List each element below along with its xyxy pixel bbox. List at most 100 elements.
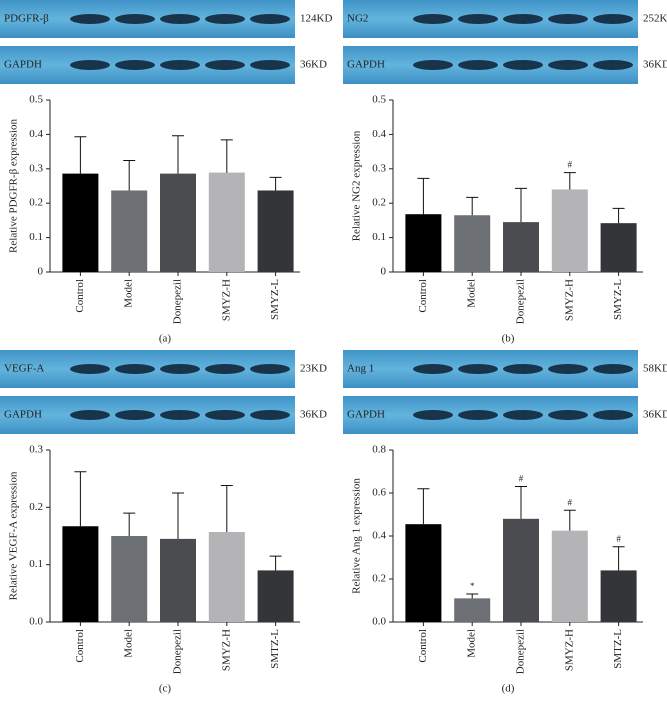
x-tick-label: Donepezil — [172, 279, 184, 324]
error-bar — [220, 485, 233, 532]
y-tick-label: 0.8 — [372, 444, 386, 456]
blot-band — [205, 60, 245, 70]
error-bar — [417, 177, 430, 215]
x-tick-label: Donepezil — [515, 279, 527, 324]
y-tick-label: 0.5 — [372, 94, 386, 106]
y-tick-label: 0 — [381, 266, 387, 278]
x-tick-label: SMYZ-H — [220, 279, 232, 321]
blot-label: Ang 1 — [347, 363, 374, 375]
bar — [160, 538, 196, 622]
blot-size: 58KD — [643, 363, 667, 375]
error-bar — [612, 207, 625, 224]
y-tick-label: 0.4 — [372, 530, 386, 542]
y-tick-label: 0 — [38, 266, 44, 278]
blot-label: GAPDH — [4, 59, 42, 71]
bar — [454, 598, 491, 622]
significance-mark: # — [568, 497, 573, 507]
bar — [600, 223, 637, 272]
y-tick-label: 0.2 — [29, 501, 43, 513]
bar — [551, 189, 588, 272]
x-tick-label: Model — [466, 279, 478, 308]
error-bar — [74, 136, 87, 174]
error-bar — [466, 593, 479, 599]
y-tick-label: 0.0 — [372, 616, 386, 628]
blot-band — [160, 364, 200, 374]
x-tick-label: SMTZ-L — [269, 629, 281, 669]
bar — [111, 190, 148, 272]
blot-band — [548, 410, 588, 420]
error-bar — [123, 512, 136, 536]
blot-band — [115, 14, 155, 24]
blot-band — [548, 14, 588, 24]
x-tick-label: Control — [417, 629, 429, 663]
blot-band — [503, 410, 543, 420]
x-tick-label: SMYZ-H — [563, 279, 575, 321]
bar — [405, 524, 442, 622]
panel-caption: (b) — [502, 333, 515, 345]
x-tick-label: SMYZ-H — [563, 629, 575, 671]
y-tick-label: 0.2 — [372, 197, 386, 209]
blot-band — [70, 364, 110, 374]
y-axis-label: Relative Ang 1 expression — [351, 478, 363, 594]
error-bar — [123, 160, 136, 191]
y-tick-label: 0.1 — [372, 231, 386, 243]
blot-band — [250, 410, 290, 420]
error-bar — [515, 187, 527, 223]
x-tick-label: SMTZ-L — [612, 629, 624, 669]
blot-band — [458, 364, 498, 374]
significance-mark: # — [519, 474, 524, 484]
blot-band — [413, 410, 453, 420]
blot-size: 252KD — [643, 13, 667, 25]
blot-size: 36KD — [643, 59, 667, 71]
error-bar — [172, 492, 184, 539]
blot-label: NG2 — [347, 13, 368, 25]
blot-band — [250, 14, 290, 24]
blot-band — [160, 60, 200, 70]
panel-caption: (d) — [502, 683, 515, 695]
blot-band — [205, 364, 245, 374]
blot-band — [503, 364, 543, 374]
bar — [160, 173, 196, 272]
blot-band — [458, 14, 498, 24]
bar — [257, 190, 294, 272]
error-bar — [220, 139, 233, 173]
y-tick-label: 0.2 — [372, 573, 386, 585]
y-axis-label: Relative NG2 expression — [351, 130, 363, 241]
blot-band — [115, 364, 155, 374]
significance-mark: * — [470, 581, 475, 591]
blot-size: 23KD — [300, 363, 327, 375]
y-tick-label: 0.4 — [29, 128, 43, 140]
bar — [62, 173, 99, 272]
blot-band — [115, 410, 155, 420]
blot-band — [250, 60, 290, 70]
x-tick-label: SMYZ-H — [220, 629, 232, 671]
y-tick-label: 0.3 — [29, 444, 43, 456]
bar — [600, 570, 637, 622]
error-bar — [466, 196, 479, 216]
x-tick-label: Donepezil — [172, 629, 184, 674]
y-tick-label: 0.0 — [29, 616, 43, 628]
x-tick-label: Control — [74, 629, 86, 663]
y-tick-label: 0.4 — [372, 128, 386, 140]
blot-band — [160, 410, 200, 420]
blot-band — [458, 60, 498, 70]
blot-band — [548, 60, 588, 70]
blot-band — [205, 410, 245, 420]
significance-mark: # — [568, 160, 573, 170]
x-tick-label: Control — [74, 279, 86, 313]
blot-band — [413, 60, 453, 70]
panel-caption: (a) — [159, 333, 172, 345]
blot-label: PDGFR-β — [4, 13, 49, 25]
error-bar — [515, 486, 527, 519]
error-bar — [74, 471, 87, 527]
bar — [503, 222, 539, 272]
blot-size: 36KD — [300, 59, 327, 71]
blot-band — [593, 410, 633, 420]
blot-band — [115, 60, 155, 70]
bar — [454, 215, 491, 272]
blot-band — [593, 364, 633, 374]
bar — [503, 518, 539, 622]
error-bar — [269, 176, 282, 191]
